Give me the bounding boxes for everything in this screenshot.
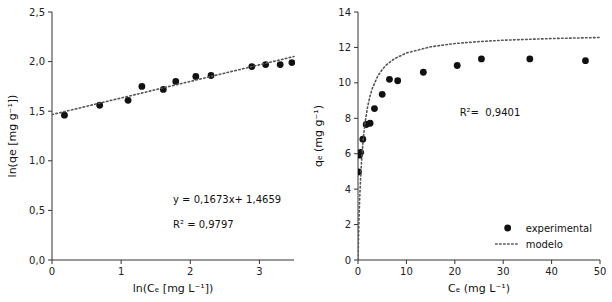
y-tick [354,82,358,83]
plot-area [358,38,600,261]
y-tick [48,61,52,62]
y-tick-label: 0 [345,255,351,266]
x-tick-label: 20 [448,266,461,277]
x-tick [406,260,407,264]
panel: 0 10 20 30 40 50 0 2 4 6 8 10 12 14 Cₑ (mg L⁻¹) qₑ (mg … [312,7,606,296]
data-point [125,97,132,104]
data-point [386,76,393,83]
figure: 01230,00,51,01,52,02,5ln(Cₑ [mg L⁻¹])ln(… [0,0,612,302]
x-tick-label: 0 [355,266,361,277]
legend-swatch [496,243,520,245]
legend-label: modelo [526,239,563,250]
y-tick [354,47,358,48]
data-point [394,77,401,84]
y-tick-label: 10 [338,77,351,88]
x-tick [52,260,53,264]
y-tick-label: 0,5 [29,205,45,216]
x-tick [454,260,455,264]
y-tick-label: 2,0 [29,56,45,67]
data-point [454,62,461,69]
x-tick [259,260,260,264]
x-tick-label: 0 [49,266,55,277]
y-tick-label: 1,0 [29,155,45,166]
model-line [358,38,600,261]
x-tick [503,260,504,264]
annotation: y = 0,1673x+ 1,4659 [173,194,281,205]
data-point [367,120,374,127]
plot-area [52,57,295,119]
x-axis-line [358,260,600,261]
x-tick [121,260,122,264]
x-tick-label: 1 [118,266,124,277]
y-tick-label: 2,5 [29,7,45,18]
x-axis-label: Cₑ (mg L⁻¹) [448,282,510,295]
y-tick-label: 4 [345,184,351,195]
x-tick [600,260,601,264]
x-tick-label: 30 [497,266,510,277]
data-point [138,83,145,90]
panel: 0 1 2 3 0,0 0,5 1,0 1,5 2,0 2,5 ln(Cₑ [mg L⁻¹]) ln(… [6,7,295,296]
y-tick [48,260,52,261]
data-point [61,112,68,119]
y-tick-label: 8 [345,113,351,124]
x-tick [551,260,552,264]
x-tick-label: 3 [256,266,262,277]
y-tick [48,160,52,161]
y-tick [48,210,52,211]
y-tick-label: 12 [338,42,351,53]
y-tick [48,12,52,13]
annotation: R²= 0,9401 [460,107,521,118]
y-tick [354,153,358,154]
annotation: R² = 0,9797 [173,219,234,230]
data-point [289,59,295,66]
legend-label: experimental [526,223,592,234]
data-point [192,73,199,80]
y-tick [48,111,52,112]
y-tick [354,260,358,261]
x-tick-label: 40 [545,266,558,277]
data-point [526,56,533,63]
y-tick-label: 6 [345,148,351,159]
data-point [478,56,485,63]
x-tick-label: 50 [594,266,607,277]
y-tick [354,12,358,13]
y-axis-label: qₑ (mg g⁻¹) [312,105,325,167]
x-tick [190,260,191,264]
data-point [420,69,427,76]
x-tick-label: 10 [400,266,413,277]
data-point [277,61,284,68]
y-tick-label: 0,0 [29,255,45,266]
data-point [582,57,589,64]
y-axis-line [52,12,53,260]
y-tick-label: 14 [338,7,351,18]
y-tick [354,189,358,190]
data-point [358,149,364,156]
y-tick-label: 1,5 [29,106,45,117]
y-tick-label: 2 [345,219,351,230]
y-tick [354,118,358,119]
x-axis-label: ln(Cₑ [mg L⁻¹]) [133,282,214,295]
y-tick [354,224,358,225]
data-point [379,91,386,98]
x-tick-label: 2 [187,266,193,277]
x-axis-line [52,260,294,261]
y-axis-label: ln(qe [mg g⁻¹]) [6,95,19,178]
model-line [52,57,294,115]
data-point [371,105,378,112]
legend-swatch [504,225,511,232]
x-tick [358,260,359,264]
legend: experimental modelo [496,223,592,250]
